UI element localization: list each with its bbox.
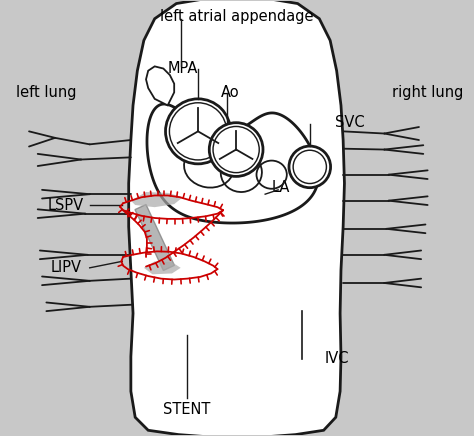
Text: LIPV: LIPV <box>50 260 82 275</box>
Text: LSPV: LSPV <box>48 198 84 212</box>
Text: LA: LA <box>271 180 290 195</box>
Circle shape <box>165 99 230 164</box>
Text: left lung: left lung <box>16 85 77 100</box>
Polygon shape <box>147 104 319 223</box>
Text: IVC: IVC <box>324 351 349 366</box>
Circle shape <box>210 123 263 177</box>
Text: SVC: SVC <box>335 115 365 130</box>
Polygon shape <box>129 0 345 436</box>
Text: left atrial appendage: left atrial appendage <box>160 9 314 24</box>
Text: right lung: right lung <box>392 85 463 100</box>
Text: MPA: MPA <box>168 61 198 76</box>
Polygon shape <box>144 261 181 274</box>
Text: Ao: Ao <box>221 85 240 100</box>
Polygon shape <box>135 204 174 270</box>
Text: STENT: STENT <box>164 402 211 417</box>
Circle shape <box>289 146 330 187</box>
Polygon shape <box>131 192 183 207</box>
Polygon shape <box>146 66 174 106</box>
